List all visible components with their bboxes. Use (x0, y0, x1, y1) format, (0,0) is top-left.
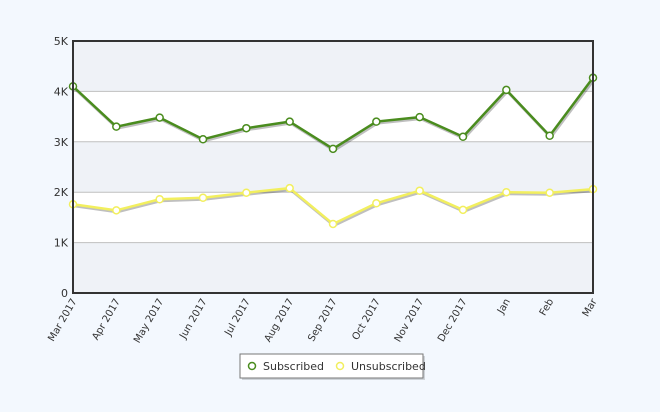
legend: Subscribed Unsubscribed (239, 353, 426, 380)
data-point (458, 205, 468, 215)
data-point (328, 219, 338, 229)
y-axis-ticks: 0 1K 2K 3K 4K 5K (54, 35, 69, 300)
y-tick-label: 3K (54, 136, 69, 149)
x-tick-label: Jun 2017 (177, 297, 209, 342)
y-tick-label: 5K (54, 35, 69, 48)
series-group (68, 73, 598, 229)
x-tick-label: Oct 2017 (350, 297, 382, 342)
data-point (242, 123, 251, 133)
plot-band (73, 41, 593, 92)
data-point (545, 131, 554, 141)
x-tick-label: Mar 2017 (46, 297, 79, 344)
data-point (372, 117, 381, 126)
data-point (155, 195, 164, 204)
data-point (458, 132, 468, 142)
data-point (545, 188, 554, 197)
data-point (415, 112, 424, 122)
plot-bands (73, 41, 593, 293)
legend-marker-unsubscribed (335, 361, 345, 371)
legend-marker-subscribed (247, 361, 257, 371)
x-axis-ticks: Mar 2017 Apr 2017 May 2017 Jun 2017 Jul 2017… (46, 296, 600, 345)
data-point (502, 187, 511, 197)
data-point (198, 135, 208, 144)
x-tick-label: Nov 2017 (393, 297, 427, 344)
x-tick-label: Aug 2017 (263, 297, 297, 344)
data-point (198, 193, 208, 202)
data-point (155, 113, 164, 122)
data-point (372, 199, 381, 208)
x-tick-label: Sep 2017 (306, 297, 339, 344)
y-tick-label: 0 (61, 287, 68, 300)
y-tick-label: 4K (54, 85, 69, 98)
x-tick-label: Feb (538, 297, 556, 318)
x-tick-label: Mar (581, 296, 600, 319)
legend-label-subscribed: Subscribed (263, 360, 324, 373)
data-point (328, 144, 338, 154)
y-tick-label: 1K (54, 237, 69, 250)
x-tick-label: Jul 2017 (223, 297, 253, 339)
data-point (112, 206, 121, 215)
x-tick-label: Dec 2017 (436, 297, 470, 344)
data-point (502, 85, 511, 95)
data-point (285, 117, 294, 126)
plot-band (73, 242, 593, 293)
data-point (415, 186, 424, 195)
data-point (112, 122, 121, 131)
x-tick-label: Jan (495, 297, 513, 317)
legend-box (239, 353, 424, 379)
plot-frame (72, 40, 594, 294)
x-tick-label: Apr 2017 (90, 297, 122, 342)
data-point (242, 188, 251, 197)
data-point (285, 183, 294, 193)
legend-label-unsubscribed: Unsubscribed (351, 360, 426, 373)
x-tick-label: May 2017 (132, 297, 166, 345)
y-tick-label: 2K (54, 186, 69, 199)
